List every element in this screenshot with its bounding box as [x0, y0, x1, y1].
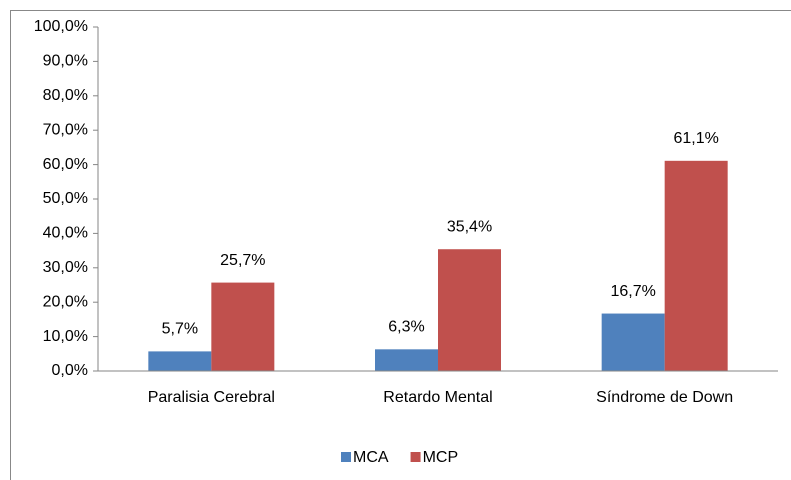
data-label: 25,7% — [220, 252, 265, 269]
y-tick-label: 0,0% — [52, 362, 88, 379]
data-label: 61,1% — [673, 130, 718, 147]
y-tick-label: 90,0% — [43, 53, 88, 70]
x-tick-label: Síndrome de Down — [596, 389, 733, 406]
bar — [664, 160, 728, 371]
legend-label: MCA — [353, 449, 389, 466]
x-tick-label: Paralisia Cerebral — [148, 389, 275, 406]
bar — [375, 349, 438, 371]
data-label: 6,3% — [388, 319, 424, 336]
bar — [211, 282, 275, 371]
data-label: 5,7% — [162, 321, 198, 338]
y-tick-label: 40,0% — [43, 225, 88, 242]
chart-frame — [10, 10, 791, 480]
y-tick-label: 30,0% — [43, 259, 88, 276]
bar — [148, 351, 212, 371]
bar — [601, 313, 665, 371]
y-tick-label: 10,0% — [43, 328, 88, 345]
y-tick-label: 50,0% — [43, 190, 88, 207]
y-tick-label: 80,0% — [43, 87, 88, 104]
legend-swatch — [410, 452, 421, 462]
y-tick-label: 70,0% — [43, 121, 88, 138]
legend-swatch — [341, 452, 351, 462]
data-label: 35,4% — [447, 218, 492, 235]
bar — [438, 249, 501, 371]
y-tick-label: 60,0% — [43, 156, 88, 173]
y-tick-label: 100,0% — [34, 18, 88, 35]
data-label: 16,7% — [610, 283, 655, 300]
legend-label: MCP — [423, 449, 459, 466]
x-tick-label: Retardo Mental — [383, 389, 492, 406]
y-tick-label: 20,0% — [43, 293, 88, 310]
